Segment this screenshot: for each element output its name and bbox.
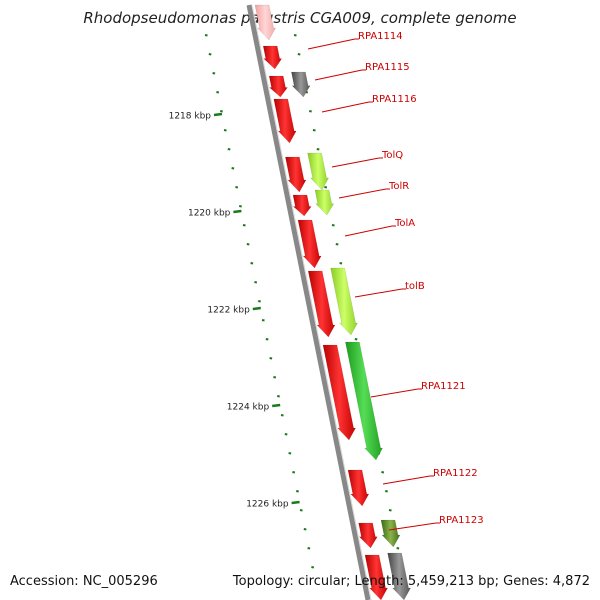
gene-arrow-outer [291,71,311,98]
gene-leader-line [307,38,356,50]
gene-arrow-outer [380,519,401,548]
scale-dot [297,53,301,56]
gene-arrow-outer [314,189,335,216]
gene-arrow [285,156,307,193]
gene-label-rpa1121: RPA1121 [421,381,466,392]
scale-dot [239,205,242,208]
scale-dot [296,490,299,493]
scale-dot [331,224,335,227]
scale-dot [231,167,235,170]
gene-leader-line [331,157,380,168]
gene-label-tolq: TolQ [381,150,403,161]
scale-dot [242,224,246,227]
scale-dot [250,262,254,265]
gene-label-rpa1116: RPA1116 [372,94,417,105]
genome-stats: Topology: circular; Length: 5,459,213 bp… [232,574,590,589]
scale-dot [307,547,311,550]
gene-label-rpa1123: RPA1123 [439,515,484,526]
scale-dot [254,281,258,284]
scale-label: 1218 kbp [169,112,212,122]
scale-dot [309,110,312,113]
scale-tick [291,500,300,505]
gene-arrow [268,75,289,98]
gene-arrow-outer [345,341,384,461]
scale-dot [220,110,223,113]
gene-arrow [292,194,312,217]
scale-dot [335,243,339,246]
gene-arrow [307,270,336,338]
scale-label: 1224 kbp [227,403,270,413]
scale-dot [354,338,358,341]
scale-tick [233,209,242,214]
scale-dot [293,34,297,37]
scale-dot [223,129,227,132]
gene-label-tola: TolA [394,218,415,229]
gene-label-rpa1115: RPA1115 [365,62,410,73]
scale-dot [212,72,216,75]
gene-leader-line [344,225,393,237]
gene-leader-line [314,69,363,81]
scale-dot [299,509,303,512]
scale-label: 1226 kbp [246,500,289,510]
scale-dot [385,490,388,493]
scale-tick [252,306,261,311]
scale-dot [204,34,208,37]
scale-dot [292,471,296,474]
gene-arrow [262,45,283,70]
scale-dot [216,91,220,94]
gene-label-rpa1114: RPA1114 [358,31,403,42]
gene-label-tolb: tolB [405,281,425,292]
scale-dot [303,528,307,531]
scale-dot [388,509,392,512]
scale-dot [312,129,316,132]
scale-dot [246,243,250,246]
scale-dot [273,376,277,379]
scale-dot [261,319,265,322]
gene-arrow [358,522,378,549]
gene-arrow [273,98,297,144]
scale-tick [272,403,281,408]
scale-label: 1220 kbp [188,209,231,219]
scale-dot [288,452,292,455]
gene-leader-line [388,522,437,531]
scale-dot [381,471,385,474]
scale-dot [227,148,231,151]
gene-leader-line [338,188,387,199]
scale-label: 1222 kbp [207,306,250,316]
gene-arrow [347,469,370,507]
scale-dot [280,414,284,417]
gene-leader-line [382,475,431,485]
scale-dot [277,395,280,398]
scale-dot [339,262,343,265]
gene-leader-line [354,288,403,298]
backbone-line [246,4,371,600]
scale-dot [269,357,273,360]
scale-dot [311,566,315,569]
scale-dot [396,547,400,550]
gene-arrow-outer [307,152,330,191]
backbone-highlight [251,4,372,600]
genome-title: Rhodopseudomonas palustris CGA009, compl… [83,9,517,27]
scale-dot [324,186,328,189]
gene-arrow-outer [330,267,359,336]
gene-label-tolr: TolR [388,181,409,192]
scale-dot [208,53,212,56]
scale-dot [258,300,261,303]
gene-label-rpa1122: RPA1122 [433,468,478,479]
scale-dot [265,338,269,341]
gene-arrow-outer [387,552,412,600]
gene-arrow [254,4,277,41]
scale-dot [284,433,288,436]
scale-dot [316,148,320,151]
scale-dot [235,186,239,189]
scale-tick [213,112,223,117]
gene-leader-line [370,388,419,398]
gene-arrow [322,344,357,441]
gene-arrow [297,219,322,269]
accession-label: Accession: NC_005296 [10,574,158,589]
gene-arrow [364,554,389,600]
gene-leader-line [321,101,370,113]
